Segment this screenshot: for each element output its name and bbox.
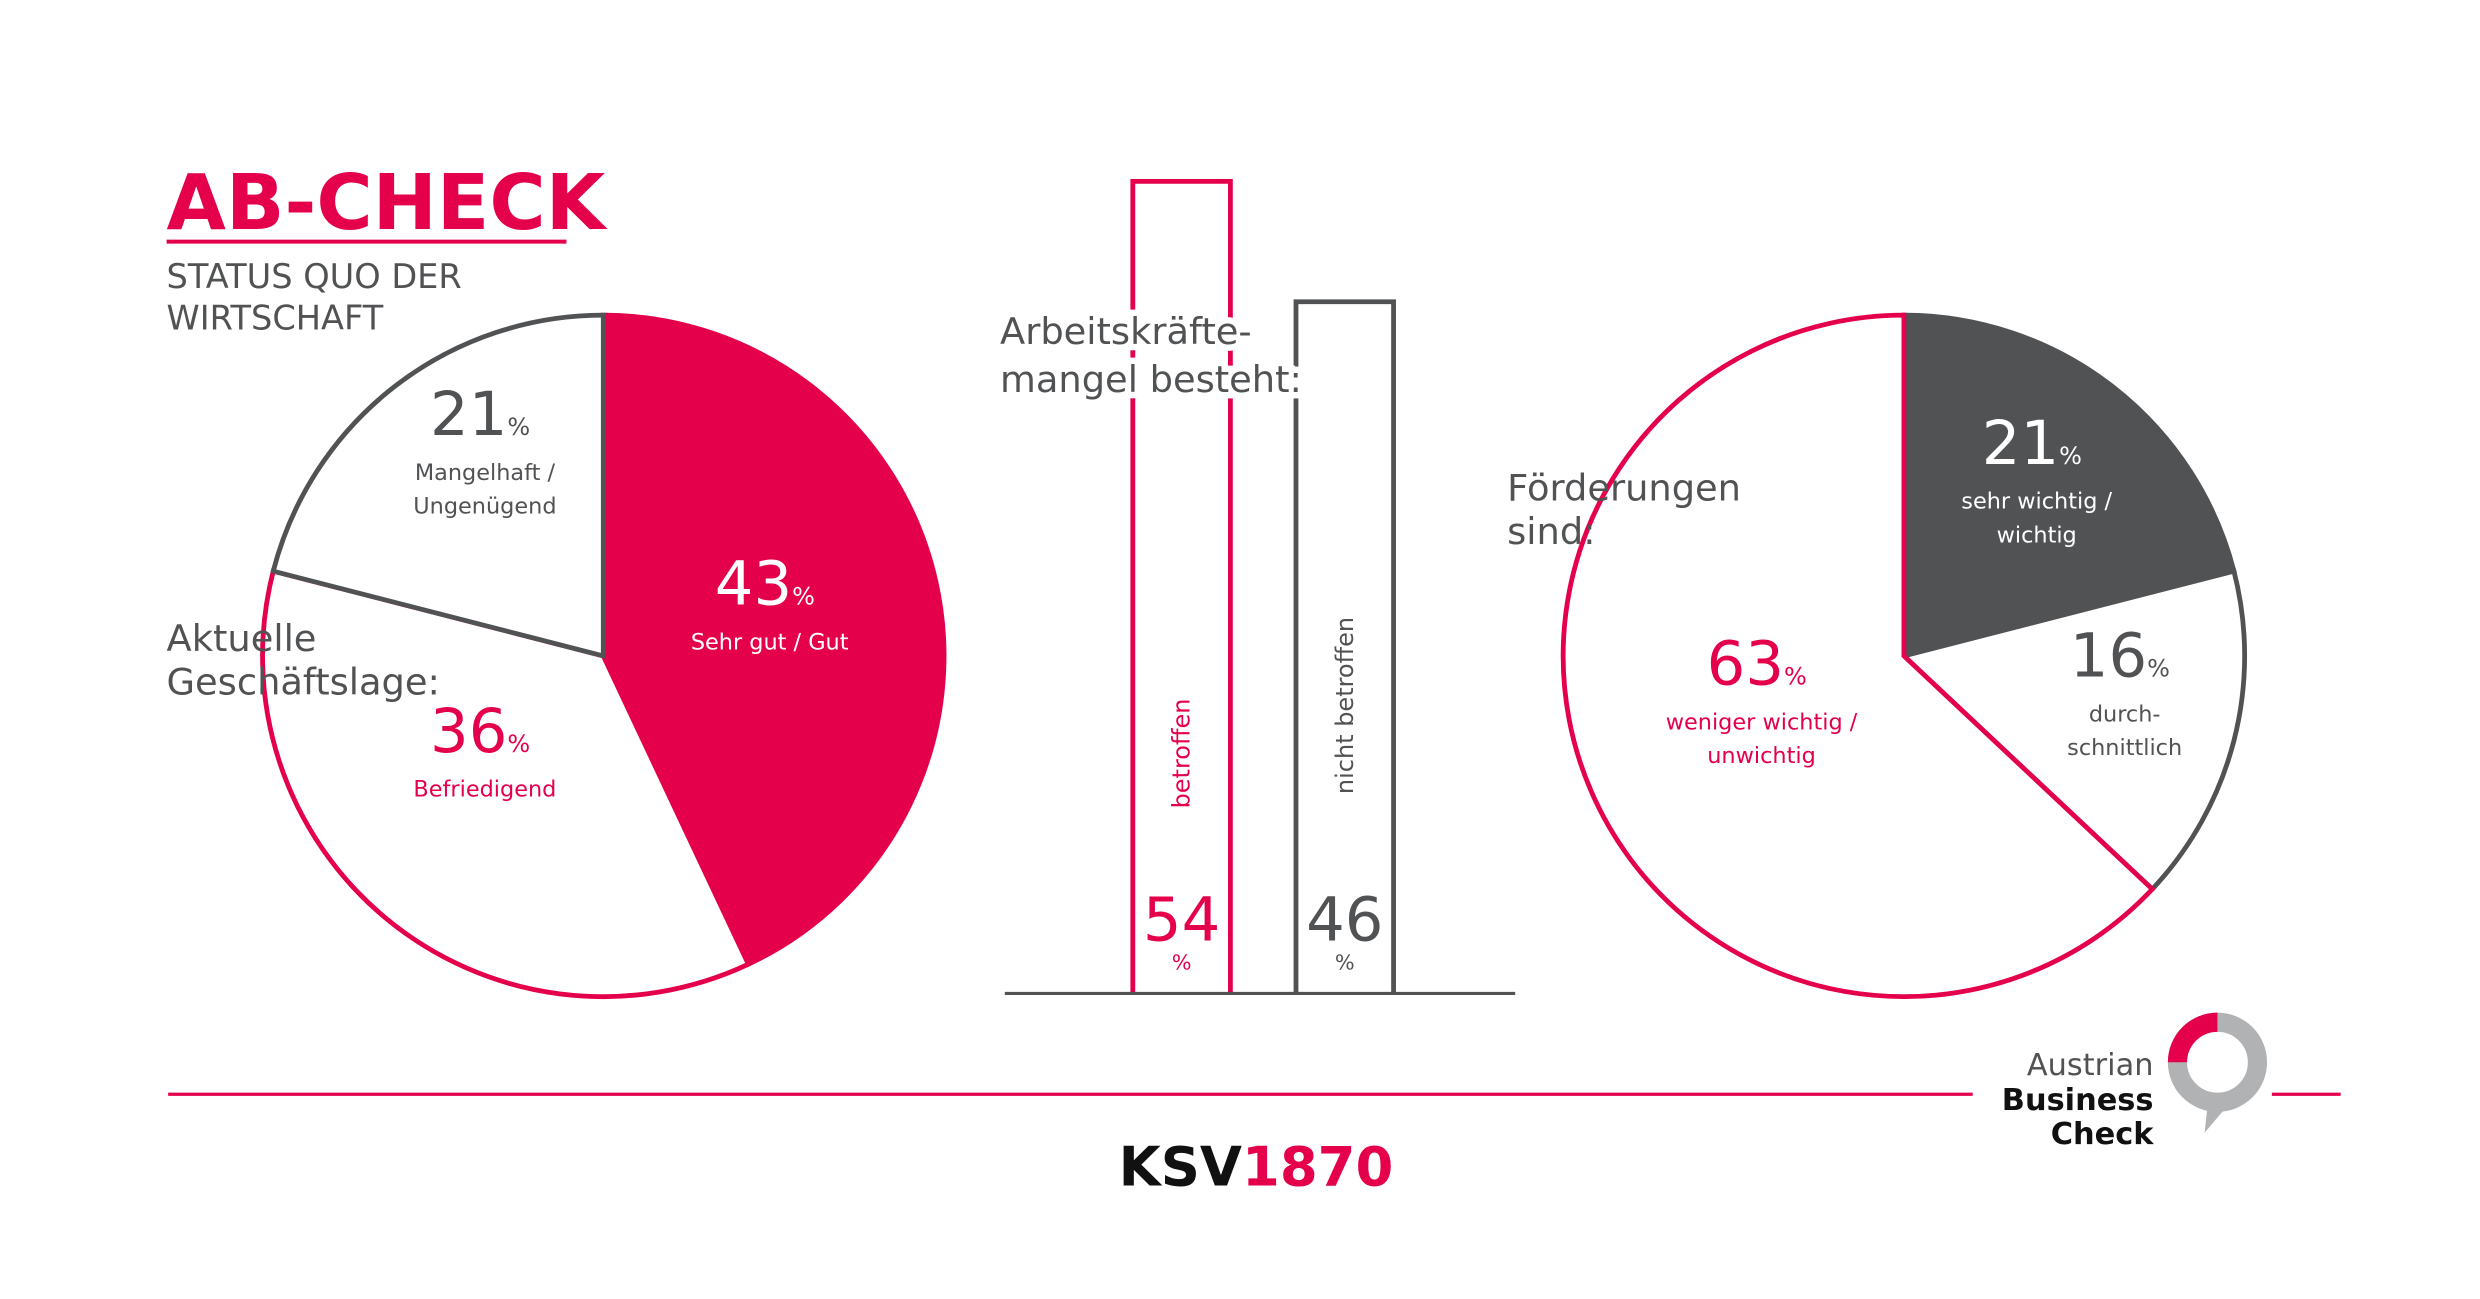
value-label: 21% [1982, 409, 2082, 479]
logo-text: Austrian [2027, 1048, 2154, 1083]
category-label: sehr wichtig / wichtig [1961, 489, 2112, 549]
chart-title: Arbeitskräfte-mangel besteht: [1000, 310, 1302, 401]
value-number: 21 [1982, 409, 2059, 479]
value-unit: % [2147, 655, 2170, 683]
pie-slice [600, 312, 947, 968]
brand-part: KSV [1119, 1135, 1242, 1198]
value-unit: % [1784, 663, 1807, 691]
page-subtitle: STATUS QUO DER WIRTSCHAFT [167, 257, 462, 338]
value-unit: % [792, 583, 815, 611]
pie-slice [260, 568, 752, 1000]
brand-part: 1870 [1242, 1135, 1393, 1198]
category-label: durch-schnittlich [2067, 701, 2182, 761]
pie-slice [1901, 312, 2237, 659]
value-label: 54 [1143, 886, 1220, 956]
value-label: 63% [1707, 630, 1807, 700]
category-label: Befriedigend [413, 777, 556, 803]
value-number: 43 [715, 550, 792, 620]
pie-slice [1899, 568, 2248, 893]
category-label: betroffen [1168, 699, 1196, 809]
chart-title: Förderungen sind: [1507, 467, 1741, 553]
value-unit: % [1335, 950, 1355, 974]
pie-slice [270, 312, 606, 659]
pie-slice [1560, 312, 2156, 1000]
category-label: Sehr gut / Gut [691, 629, 849, 655]
category-label: nicht betroffen [1331, 617, 1359, 794]
value-label: 46 [1306, 886, 1383, 956]
category-label: Mangelhaft / Ungenügend [413, 460, 556, 520]
value-label: 16% [2070, 622, 2170, 692]
logo-text: Check [2051, 1117, 2155, 1152]
value-label: 21% [430, 380, 530, 450]
value-unit: % [1172, 950, 1192, 974]
value-label: 36% [430, 697, 530, 767]
value-unit: % [507, 413, 530, 441]
value-number: 21 [430, 380, 507, 450]
bar [1130, 179, 1233, 994]
value-number: 16 [2070, 622, 2147, 692]
value-number: 36 [430, 697, 507, 767]
value-unit: % [507, 730, 530, 758]
chart-title: Aktuelle Geschäftslage: [167, 617, 440, 703]
value-number: 63 [1707, 630, 1784, 700]
page-title: AB-CHECK [167, 159, 608, 248]
bar [1293, 299, 1396, 994]
category-label: weniger wichtig / unwichtig [1666, 709, 1858, 769]
brand: KSV1870 [1119, 1135, 1394, 1198]
logo-text: Business [2002, 1083, 2154, 1118]
logo-icon [2167, 1012, 2268, 1133]
value-unit: % [2059, 442, 2082, 470]
value-label: 43% [715, 550, 815, 620]
